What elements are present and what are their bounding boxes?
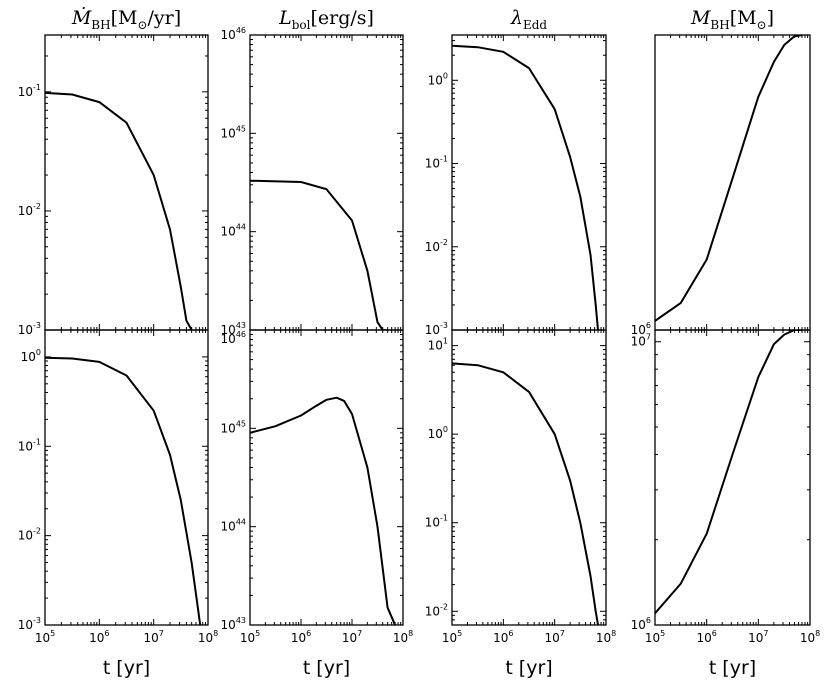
- y-tick-label: 1044: [221, 518, 246, 534]
- x-tick-label: 108: [393, 629, 413, 645]
- y-tick-label: 10-1: [18, 437, 41, 453]
- panel-title: MBH[M⊙]: [690, 7, 774, 32]
- x-axis-label: t [yr]: [103, 657, 150, 679]
- y-tick-label: 10-2: [425, 602, 448, 618]
- y-tick-label: 10-1: [18, 83, 41, 99]
- series-line: [250, 396, 397, 625]
- x-tick-label: 107: [748, 629, 768, 645]
- x-axis-label: t [yr]: [709, 657, 756, 679]
- x-tick-label: 108: [198, 629, 218, 645]
- plot-frame: [44, 329, 209, 626]
- series-line: [452, 44, 599, 330]
- y-tick-label: 1045: [221, 124, 246, 140]
- y-tick-label: 100: [428, 71, 448, 87]
- x-tick-label: 107: [544, 629, 564, 645]
- y-tick-label: 1046: [221, 26, 246, 42]
- y-tick-label: 10-3: [18, 616, 41, 632]
- x-tick-label: 106: [696, 629, 716, 645]
- plot-frame: [451, 329, 607, 626]
- y-tick-label: 100: [428, 425, 448, 441]
- panel-row2-col3: 101 100 10-1 10-2 105 106 107 108 t [yr]: [425, 329, 616, 679]
- x-tick-label: 108: [596, 629, 616, 645]
- y-tick-label: 10-2: [425, 238, 448, 254]
- x-axis-label: t [yr]: [505, 657, 552, 679]
- x-tick-label: 106: [493, 629, 513, 645]
- y-tick-label: 10-3: [18, 321, 41, 337]
- plot-frame: [249, 329, 404, 626]
- panel-title: λEdd: [510, 7, 547, 32]
- x-tick-label: 106: [291, 629, 311, 645]
- y-tick-label: 10-3: [425, 321, 448, 337]
- y-tick-label: 10-2: [18, 527, 41, 543]
- y-tick-label: 1043: [221, 321, 246, 337]
- y-tick-label: 10-1: [425, 155, 448, 171]
- plot-frame: [451, 34, 607, 331]
- x-tick-label: 107: [342, 629, 362, 645]
- x-tick-label: 105: [35, 629, 55, 645]
- panel-title: Lbol[erg/s]: [278, 7, 374, 32]
- y-tick-label: 100: [21, 348, 41, 364]
- y-tick-label: 1046: [221, 330, 246, 346]
- series-line: [655, 35, 803, 322]
- plot-frame: [44, 34, 209, 331]
- panel-row1-col2: 1046 1045 1044 1043 Lbol[erg/s]: [221, 7, 404, 337]
- panel-row1-col1: 10-1 10-2 10-3 ṀBH[M⊙/yr]: [18, 6, 209, 337]
- y-tick-label: 1044: [221, 223, 246, 239]
- y-tick-label: 101: [428, 337, 448, 353]
- y-tick-label: 10-1: [425, 514, 448, 530]
- y-tick-label: 1045: [221, 419, 246, 435]
- panel-row1-col4: 106 MBH[M⊙]: [631, 7, 811, 337]
- x-tick-label: 106: [89, 629, 109, 645]
- plot-frame: [654, 329, 811, 626]
- x-tick-label: 107: [143, 629, 163, 645]
- plot-frame: [249, 34, 404, 331]
- x-tick-label: 105: [442, 629, 462, 645]
- series-line: [45, 356, 202, 625]
- y-tick-label: 107: [631, 333, 651, 349]
- series-line: [45, 91, 193, 330]
- y-tick-label: 106: [631, 321, 651, 337]
- x-tick-label: 108: [800, 629, 820, 645]
- x-tick-label: 105: [645, 629, 665, 645]
- panel-title: ṀBH[M⊙/yr]: [71, 6, 181, 32]
- series-line: [250, 179, 387, 330]
- series-line: [452, 362, 599, 625]
- y-tick-label: 106: [631, 616, 651, 632]
- panel-row1-col3: 100 10-1 10-2 10-3 λEdd: [425, 7, 607, 337]
- series-line: [655, 330, 803, 615]
- plot-frame: [654, 34, 811, 331]
- x-tick-label: 105: [240, 629, 260, 645]
- y-tick-label: 10-2: [18, 202, 41, 218]
- x-axis-label: t [yr]: [303, 657, 350, 679]
- y-tick-label: 1043: [221, 616, 246, 632]
